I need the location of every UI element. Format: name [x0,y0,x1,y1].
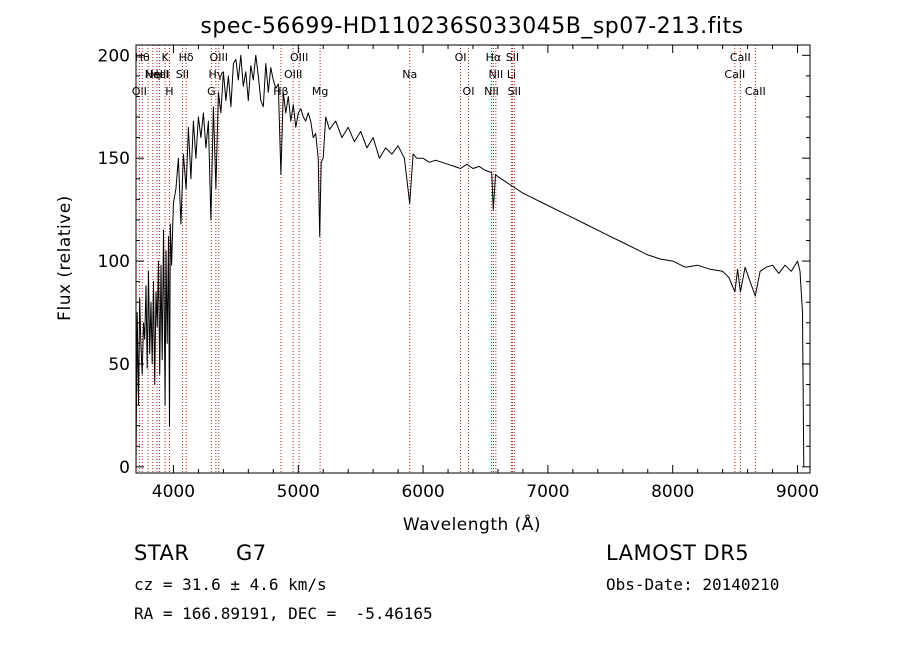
line-label-10: G [207,85,216,98]
y-tick-label-1: 50 [108,355,130,375]
line-label-16: Mg [312,85,328,98]
line-label-19: OI [463,85,475,98]
plot-frame [135,44,811,474]
x-tick-label-2: 6000 [401,482,444,502]
line-label-20: NII [484,85,499,98]
coordinates: RA = 166.89191, DEC = -5.46165 [134,604,433,623]
line-label-11: Hγ [208,68,223,81]
line-label-24: SII [506,51,519,64]
line-label-4: NeIII [145,68,170,81]
x-tick-label-3: 7000 [526,482,569,502]
line-label-15: OIII [290,51,308,64]
y-tick-label-2: 100 [98,252,130,272]
line-label-25: SII [508,85,521,98]
x-tick-label-5: 9000 [776,482,819,502]
y-tick-label-3: 150 [98,149,130,169]
line-label-12: OIII [210,51,228,64]
object-class: STAR [134,541,190,565]
line-label-27: CaII [730,51,751,64]
spectral-line-markers: OIIHθHηNeIIIHeIKHSIIHδGHγOIIIHβOIIIOIIIM… [132,45,766,473]
x-axis-label: Wavelength (Å) [403,513,541,535]
line-label-5: HeI [150,68,168,81]
line-label-18: OI [455,51,467,64]
x-tick-label-1: 5000 [277,482,320,502]
line-label-22: NII [488,68,503,81]
line-label-9: Hδ [179,51,194,64]
line-label-7: H [165,85,173,98]
axes: 4000 5000 6000 7000 8000 9000 0 50 100 150 200 [98,45,819,502]
chart-title: spec-56699-HD110236S033045B_sp07-213.fit… [200,14,743,39]
y-tick-label-0: 0 [119,458,130,478]
line-label-17: Na [402,68,417,81]
x-tick-label-4: 8000 [651,482,694,502]
redshift-cz: cz = 31.6 ± 4.6 km/s [134,575,327,594]
line-label-28: CaII [745,85,766,98]
line-label-21: Hα [486,51,502,64]
line-label-23: Li [507,68,516,81]
line-label-6: K [161,51,169,64]
line-label-14: OIII [284,68,302,81]
obs-date: Obs-Date: 20140210 [606,575,780,594]
line-label-1: Hθ [135,51,150,64]
spectrum-series-0 [135,54,805,467]
object-subclass: G7 [236,541,267,565]
line-label-3: Hη [145,68,160,81]
spectrum-chart: spec-56699-HD110236S033045B_sp07-213.fit… [55,14,819,535]
line-label-8: SII [176,68,189,81]
line-label-13: Hβ [273,85,288,98]
survey-name: LAMOST DR5 [606,541,750,565]
x-tick-label-0: 4000 [152,482,195,502]
y-tick-label-4: 200 [98,46,130,66]
spectrum-layer [135,54,805,467]
y-axis-label: Flux (relative) [55,195,75,321]
line-label-26: CaII [724,68,745,81]
